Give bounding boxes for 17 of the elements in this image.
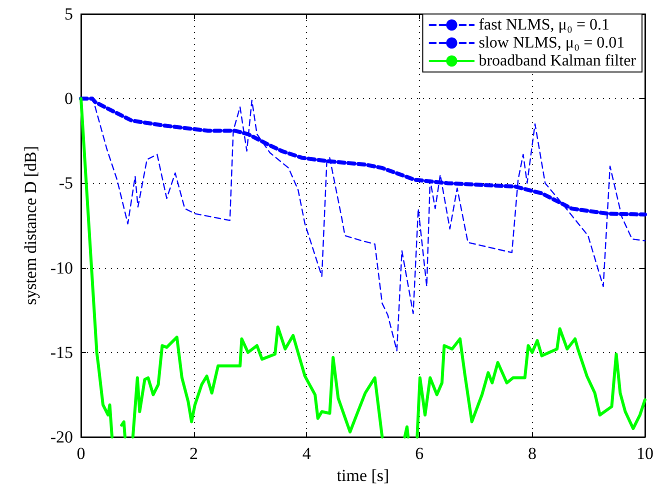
y-tick-label: -15 [50,342,73,362]
x-tick-label: 8 [528,444,536,463]
x-tick-label: 0 [76,444,86,463]
y-tick-label: -10 [50,258,73,278]
x-axis-title: time [s] [336,466,390,485]
y-tick-label: -20 [50,428,73,446]
y-tick-label: 5 [64,4,73,24]
x-tick-label: 6 [415,444,424,463]
y-tick-label: -5 [58,174,73,193]
x-tick-label: 4 [302,444,312,463]
x-tick-label: 10 [636,444,654,463]
y-axis-title: system distance D [dB] [21,146,40,306]
legend-label: fast NLMS, μ₀ = 0.1 [478,16,610,34]
legend-label: slow NLMS, μ₀ = 0.01 [478,34,625,52]
y-tick-label: 0 [64,89,73,108]
legend-label: broadband Kalman filter [478,52,637,70]
x-tick-label: 2 [190,444,198,463]
